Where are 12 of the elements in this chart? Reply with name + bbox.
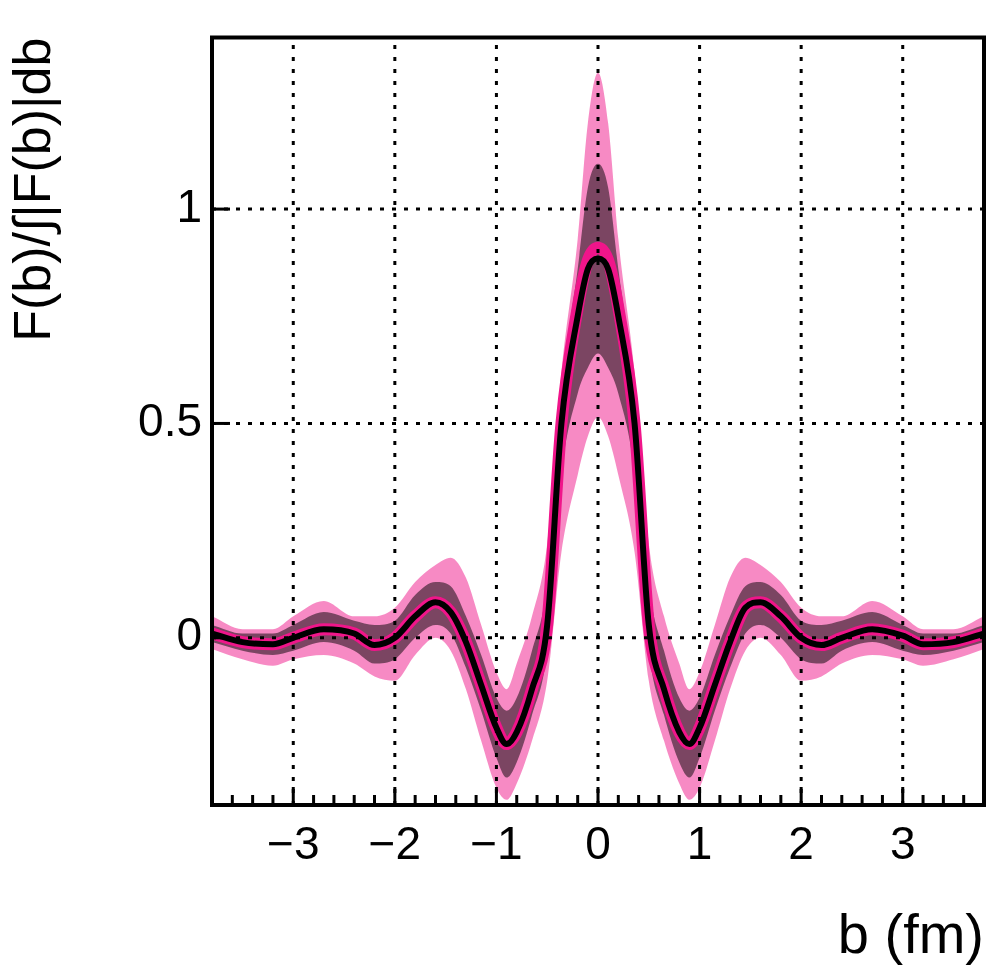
- x-tick-label: −3: [267, 817, 320, 870]
- x-tick-label: −1: [470, 817, 523, 870]
- y-tick-label: 0.5: [138, 394, 202, 447]
- x-tick-label: 3: [889, 817, 916, 870]
- x-tick-label: 0: [585, 817, 611, 870]
- x-tick-label: 2: [788, 817, 814, 870]
- x-tick-label: −2: [368, 817, 422, 870]
- y-axis-title: F(b)/∫|F(b)|db: [2, 37, 62, 342]
- x-tick-label: 1: [686, 817, 713, 870]
- y-tick-label: 0: [176, 608, 202, 661]
- y-tick-label: 1: [176, 179, 202, 232]
- x-axis-title: b (fm): [837, 901, 984, 965]
